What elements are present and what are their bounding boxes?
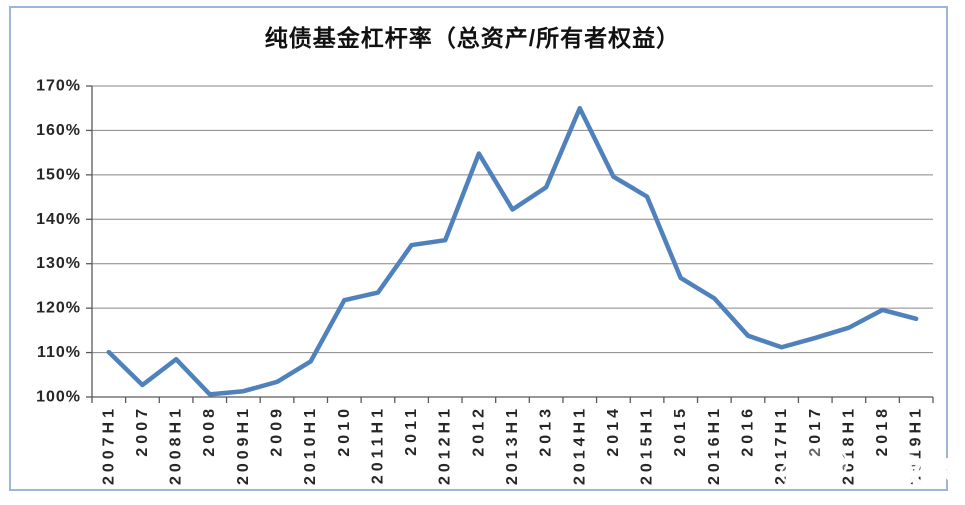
x-axis-label: 2016 (739, 405, 756, 457)
x-axis-label: 2011 (403, 405, 420, 456)
x-axis-label: 2009 (269, 405, 286, 457)
x-axis-label: 2012 (470, 405, 487, 457)
x-axis-label: 2007H1 (100, 405, 117, 485)
y-axis-label: 170% (36, 78, 81, 95)
x-axis-label: 2010H1 (302, 405, 319, 485)
x-axis-label: 2013 (538, 405, 555, 457)
x-axis-label: 2014 (605, 405, 622, 457)
x-axis-label: 2019H1 (908, 405, 925, 485)
x-axis-label: 2009H1 (235, 405, 252, 485)
x-axis-label: 2014H1 (571, 405, 588, 485)
x-axis-label: 2018H1 (840, 405, 857, 485)
x-axis-label: 2017 (807, 405, 824, 457)
x-axis-label: 2012H1 (437, 405, 454, 485)
chart-frame (9, 6, 948, 491)
x-axis-label: 2013H1 (504, 405, 521, 485)
y-axis-label: 160% (36, 122, 81, 139)
x-axis-label: 2015 (672, 405, 689, 457)
x-axis-label: 2015H1 (639, 405, 656, 485)
y-axis-label: 100% (36, 389, 81, 406)
x-axis-label: 2007 (134, 405, 151, 457)
x-axis-label: 2008H1 (168, 405, 185, 485)
y-axis-label: 150% (36, 166, 81, 183)
y-axis-label: 130% (36, 255, 81, 272)
series-line (106, 105, 919, 397)
x-axis-label: 2010 (336, 405, 353, 457)
y-axis-label: 140% (36, 211, 81, 228)
y-axis-label: 110% (37, 344, 81, 361)
x-axis-label: 2018 (874, 405, 891, 457)
chart-title: 纯债基金杠杆率（总资产/所有者权益） (264, 25, 681, 51)
y-axis-label: 120% (36, 300, 81, 317)
x-axis-label: 2016H1 (706, 405, 723, 485)
x-axis-label: 2008 (201, 405, 218, 457)
x-axis-label: 2011H1 (369, 405, 386, 484)
x-axis-label: 2017H1 (773, 405, 790, 485)
